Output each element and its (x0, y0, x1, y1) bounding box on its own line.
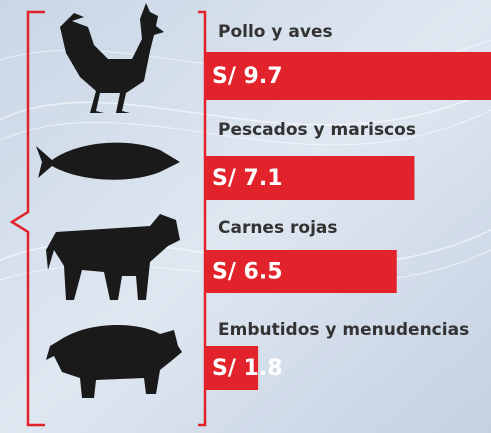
value-label: S/ 7.1 (212, 166, 283, 191)
value-label: S/ 1.8 (212, 356, 283, 381)
icons (36, 3, 182, 398)
bracket (9, 10, 45, 427)
value-label: S/ 9.7 (212, 64, 283, 89)
category-label: Pollo y aves (218, 22, 333, 42)
bar (205, 156, 415, 200)
category-label: Pescados y mariscos (218, 120, 416, 140)
bar (205, 52, 491, 100)
cow-icon (46, 214, 180, 300)
fish-icon (36, 142, 180, 180)
bar (205, 250, 397, 293)
bar (205, 346, 259, 390)
rooster-icon (60, 3, 164, 113)
category-label: Carnes rojas (218, 218, 337, 238)
pig-icon (46, 324, 182, 398)
category-label: Embutidos y menudencias (218, 320, 469, 340)
value-label: S/ 6.5 (212, 260, 283, 285)
divider (198, 10, 207, 427)
